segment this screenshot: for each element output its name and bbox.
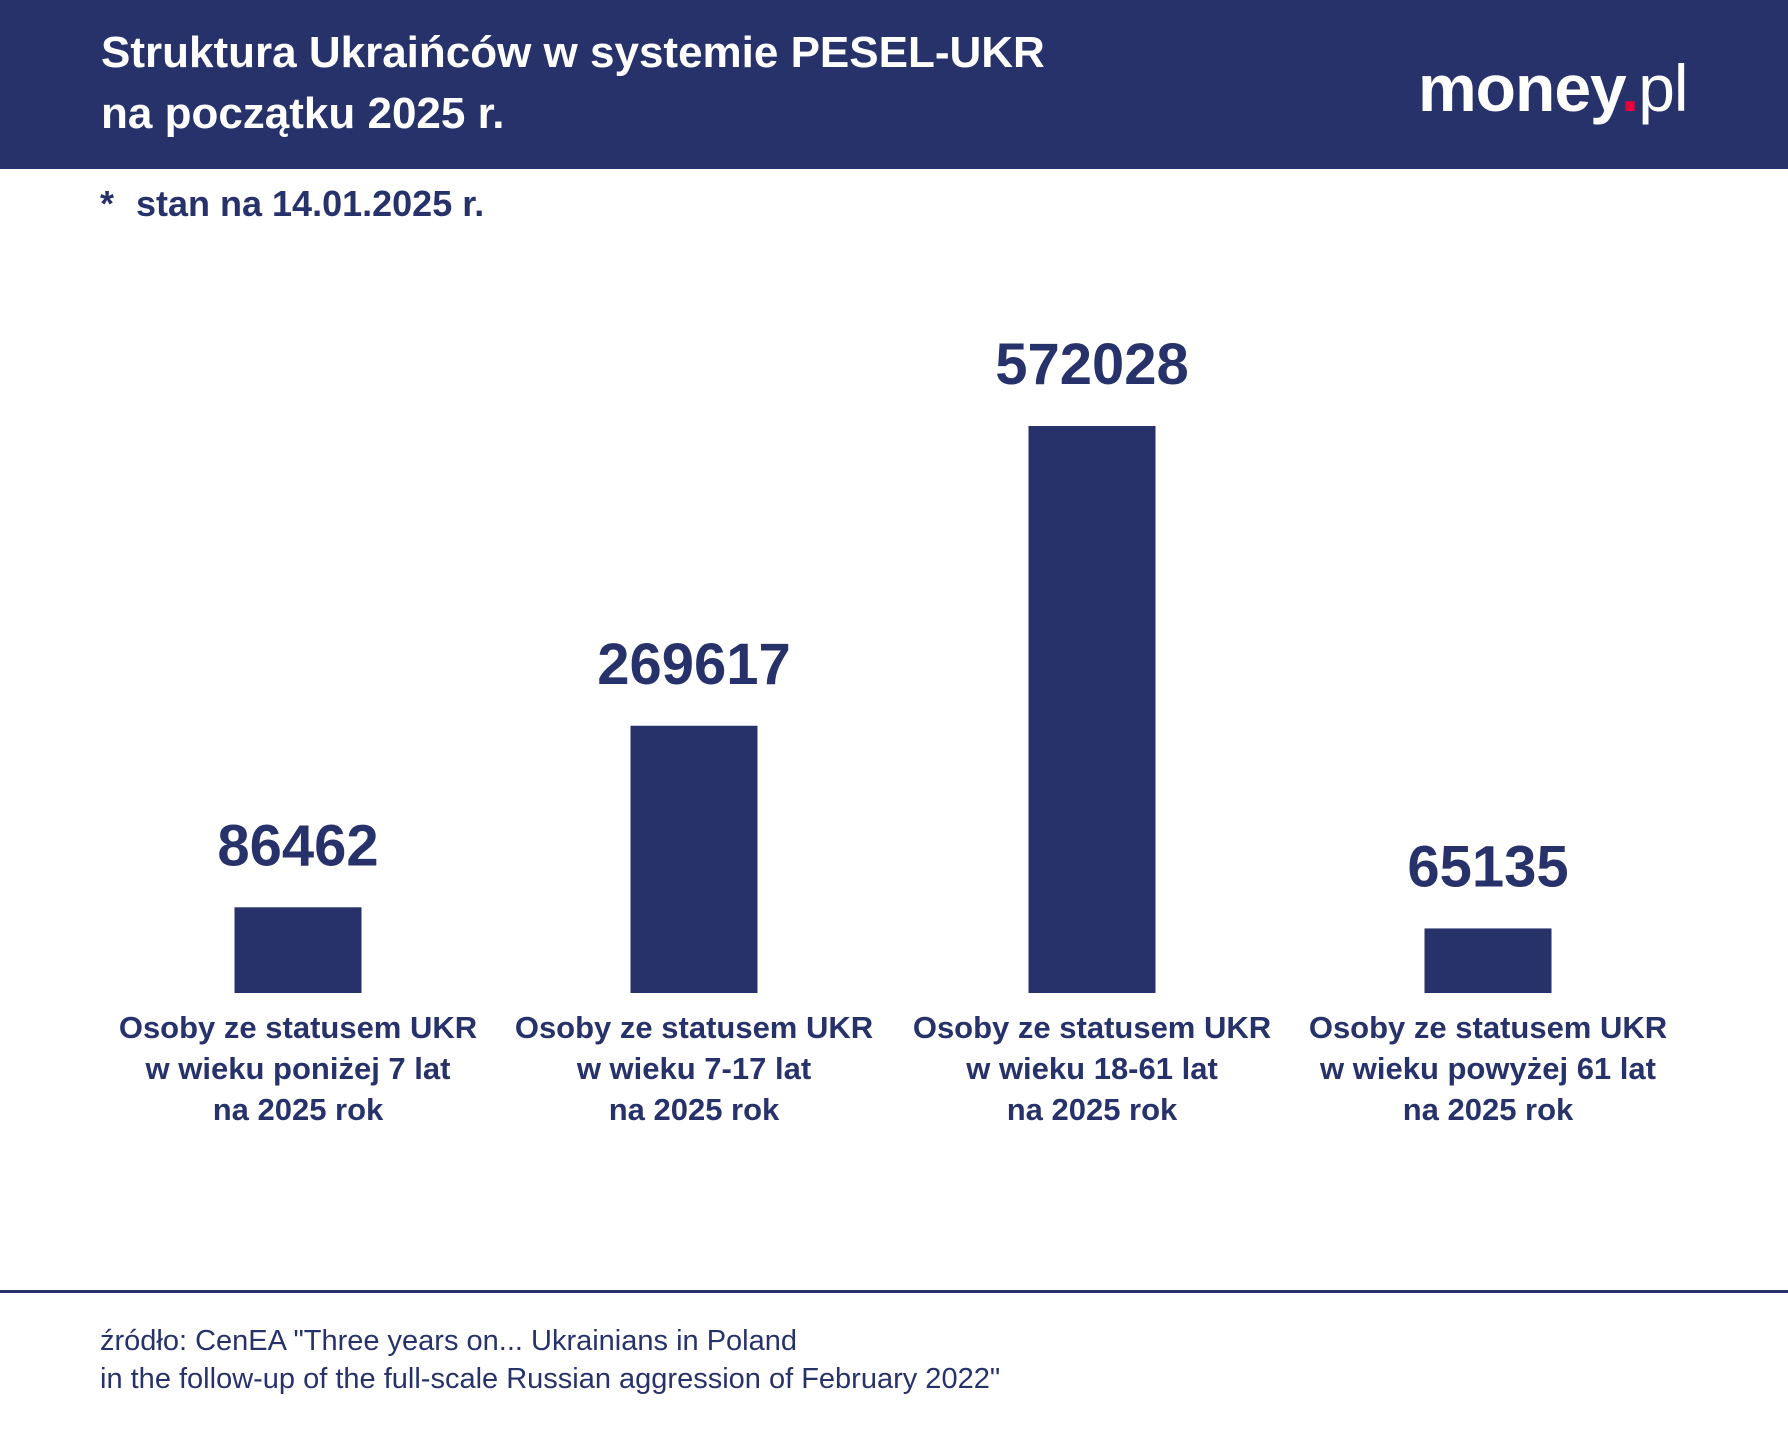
date-note-text: stan na 14.01.2025 r. [136, 183, 485, 224]
footer-divider [0, 1290, 1788, 1293]
bar [1028, 426, 1156, 993]
category-label: Osoby ze statusem UKR w wieku poniżej 7 l… [119, 1010, 477, 1127]
category-label: Osoby ze statusem UKR w wieku powyżej 61 … [1309, 1010, 1667, 1127]
bar-value-label: 572028 [995, 332, 1189, 397]
bar-value-label: 86462 [217, 813, 378, 878]
header-banner: Struktura Ukraińców w systemie PESEL-UKR… [0, 0, 1788, 169]
category-label-line: na 2025 rok [609, 1092, 780, 1127]
bar-value-label: 65135 [1407, 834, 1568, 899]
asterisk: * [100, 183, 115, 224]
category-label-line: Osoby ze statusem UKR [1309, 1010, 1667, 1045]
category-label-line: w wieku 18-61 lat [965, 1051, 1218, 1086]
source-note: źródło: CenEA "Three years on... Ukraini… [100, 1322, 1000, 1398]
bar [234, 907, 362, 993]
source-line-2: in the follow-up of the full-scale Russi… [100, 1363, 1001, 1395]
category-label-line: w wieku 7-17 lat [576, 1051, 811, 1086]
page-title: Struktura Ukraińców w systemie PESEL-UKR… [101, 22, 1045, 144]
category-label-line: w wieku powyżej 61 lat [1319, 1051, 1656, 1086]
bar-chart: 86462 Osoby ze statusem UKR w wieku poniże… [119, 332, 1667, 1127]
bar-value-label: 269617 [597, 632, 791, 697]
bar [630, 725, 758, 993]
bar [1424, 928, 1552, 993]
category-label: Osoby ze statusem UKR w wieku 18-61 lat na… [913, 1010, 1271, 1127]
category-label-line: w wieku poniżej 7 lat [145, 1051, 451, 1086]
category-label-line: Osoby ze statusem UKR [119, 1010, 477, 1045]
category-label-line: Osoby ze statusem UKR [913, 1010, 1271, 1045]
category-label-line: na 2025 rok [213, 1092, 384, 1127]
logo-text: money.pl [1418, 51, 1689, 125]
category-label: Osoby ze statusem UKR w wieku 7-17 lat na … [515, 1010, 873, 1127]
category-label-line: na 2025 rok [1403, 1092, 1574, 1127]
date-note: * stan na 14.01.2025 r. [100, 182, 484, 226]
category-label-line: na 2025 rok [1007, 1092, 1178, 1127]
brand-logo: money.pl [1418, 48, 1689, 128]
category-label-line: Osoby ze statusem UKR [515, 1010, 873, 1045]
logo-dot: . [1620, 51, 1639, 125]
title-line-2: na początku 2025 r. [101, 89, 505, 138]
title-line-1: Struktura Ukraińców w systemie PESEL-UKR [101, 28, 1045, 77]
source-line-1: źródło: CenEA "Three years on... Ukraini… [100, 1325, 797, 1357]
